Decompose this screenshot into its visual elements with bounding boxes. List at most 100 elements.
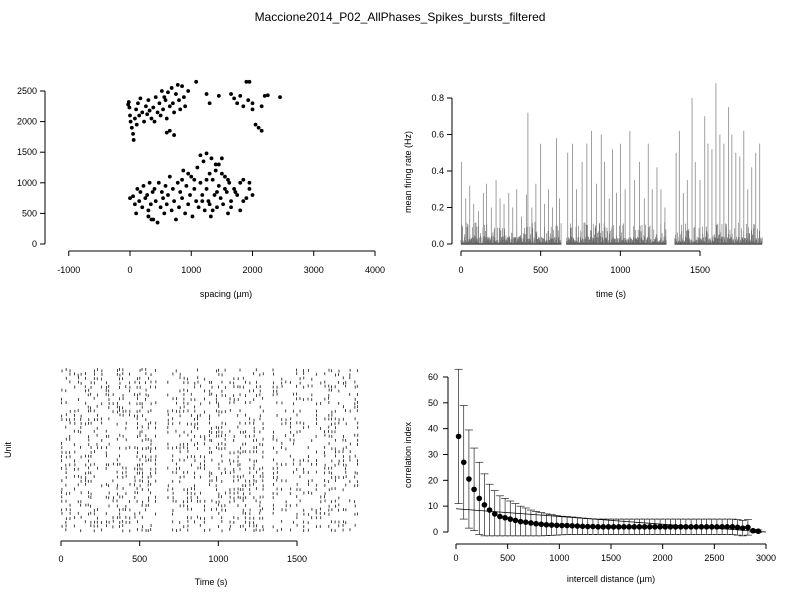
p1-point	[186, 202, 191, 207]
p1-point	[174, 217, 178, 222]
p1-point	[128, 196, 132, 201]
p2-xlabel: time (s)	[596, 289, 626, 299]
p1-point	[134, 122, 139, 127]
p4-point	[703, 524, 710, 530]
p1-point	[204, 151, 209, 156]
p1-point	[227, 180, 232, 185]
panel-raster: Time (s) Unit 0 500 1000 1500	[3, 368, 359, 587]
p1-point	[206, 199, 211, 204]
p1-point	[138, 190, 143, 194]
p1-point	[175, 82, 180, 87]
p1-point	[194, 79, 199, 84]
p1-point	[153, 95, 158, 100]
p4-point	[667, 524, 674, 530]
p1-point	[192, 177, 197, 182]
p1-point	[226, 177, 230, 182]
p1-point	[142, 119, 146, 124]
p1-y-tick-label: 0	[32, 239, 37, 249]
p1-point	[221, 202, 226, 207]
p1-point	[244, 196, 249, 201]
p4-point	[657, 524, 663, 530]
p1-point	[198, 180, 203, 185]
p4-point	[517, 518, 524, 525]
p1-point	[259, 128, 264, 133]
p4-point	[595, 524, 601, 530]
p4-point	[734, 524, 741, 531]
p1-point	[147, 108, 152, 113]
p1-point	[235, 101, 240, 106]
p4-point	[455, 433, 462, 440]
p1-point	[163, 183, 168, 188]
p1-point	[192, 187, 197, 191]
p1-point	[159, 89, 164, 93]
p4-x-tick-label: 0	[453, 553, 458, 563]
panel-spacing-scatter: spacing (µm) -1000 0 1000 2000 3000 4000 0 500 1…	[17, 79, 385, 299]
p4-point	[460, 459, 467, 466]
p1-point	[196, 205, 201, 210]
p1-point	[186, 89, 191, 93]
p1-point	[153, 199, 158, 204]
p4-y-tick-label: 30	[428, 450, 438, 460]
p1-point	[161, 196, 165, 201]
p4-point	[590, 523, 596, 530]
p4-point	[672, 524, 679, 530]
p1-point	[164, 202, 169, 207]
p1-point	[129, 125, 134, 130]
p2-x-tick-label: 500	[533, 265, 548, 275]
p1-point	[183, 211, 188, 216]
p1-point	[219, 156, 224, 161]
p1-point	[163, 98, 168, 103]
p1-point	[143, 196, 148, 201]
p4-point	[600, 524, 607, 530]
p1-point	[169, 86, 174, 90]
p1-point	[128, 119, 133, 124]
p1-point	[166, 193, 170, 197]
p1-point	[137, 113, 142, 118]
p1-point	[235, 193, 240, 197]
p1-point	[172, 199, 177, 204]
p1-point	[164, 116, 169, 121]
p1-point	[186, 171, 191, 176]
p1-point	[204, 177, 209, 182]
p1-xlabel: spacing (µm)	[200, 289, 252, 299]
p1-point	[223, 187, 227, 191]
p1-point	[244, 79, 249, 84]
p1-point	[250, 107, 255, 112]
p1-point	[177, 98, 181, 103]
p4-point	[502, 514, 508, 521]
p1-point	[223, 174, 227, 179]
p4-point	[698, 524, 705, 530]
p1-point	[216, 93, 221, 98]
p1-point	[137, 199, 142, 204]
p4-point	[719, 524, 725, 530]
p1-point	[133, 202, 137, 207]
p4-point	[574, 523, 581, 529]
p1-y-tick-label: 2500	[17, 86, 37, 96]
p1-point	[180, 84, 184, 89]
p1-point	[241, 177, 246, 182]
p1-x-tick-label: -1000	[57, 265, 80, 275]
p4-y-tick-label: 50	[428, 398, 438, 408]
p1-point	[131, 131, 135, 136]
p1-point	[218, 196, 223, 201]
p1-point	[141, 183, 146, 188]
p3-x-tick-label: 1000	[208, 554, 228, 564]
p1-point	[209, 156, 214, 161]
p1-point	[136, 101, 140, 106]
p4-point	[621, 524, 627, 530]
p1-point	[152, 187, 157, 191]
p1-point	[128, 113, 132, 118]
p1-x-tick-label: 1000	[181, 265, 201, 275]
p1-point	[144, 104, 148, 109]
p3-x-tick-label: 500	[132, 554, 147, 564]
p4-point	[559, 522, 565, 529]
p4-point	[533, 520, 539, 527]
p1-point	[207, 101, 212, 106]
p1-point	[233, 190, 238, 194]
p4-y-tick-label: 10	[428, 501, 438, 511]
p1-point	[183, 104, 188, 109]
p1-point	[190, 214, 195, 219]
p2-bars	[460, 83, 763, 245]
p2-ylabel: mean firing rate (Hz)	[403, 131, 413, 213]
